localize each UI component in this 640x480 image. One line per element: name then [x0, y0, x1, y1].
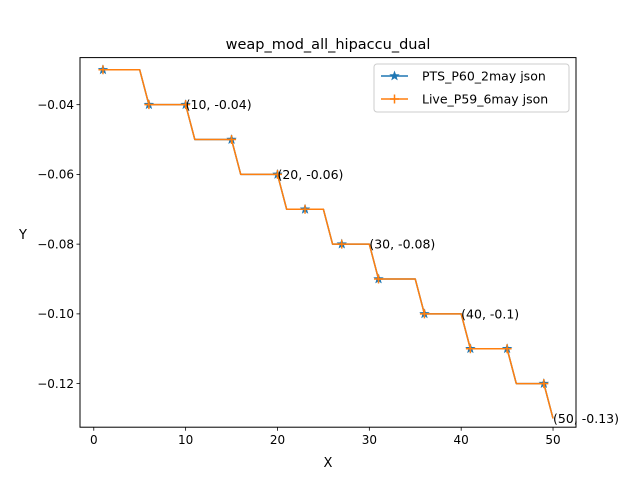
y-tick-label: −0.04: [37, 98, 74, 112]
y-axis-label: Y: [18, 228, 27, 243]
series-2-marker: [539, 379, 549, 389]
series-2-marker: [419, 309, 429, 319]
x-tick-label: 40: [454, 433, 469, 447]
series-layer: [97, 64, 554, 419]
legend-label-2: Live_P59_6may json: [422, 92, 548, 107]
y-tick-label: −0.06: [37, 168, 74, 182]
data-annotation: (10, -0.04): [186, 97, 252, 112]
series-2-marker: [374, 274, 384, 284]
annotation-layer: (10, -0.04) (20, -0.06) (30, -0.08) (40, -0…: [186, 97, 619, 426]
legend: PTS_P60_2may json Live_P59_6may json: [373, 63, 570, 113]
y-axis: −0.04 −0.06 −0.08 −0.10 −0.12: [37, 98, 80, 391]
data-annotation: (40, -0.1): [461, 306, 519, 321]
x-axis-label: X: [324, 456, 333, 471]
legend-marker-1: [389, 70, 400, 81]
x-tick-label: 10: [178, 433, 193, 447]
series-2-marker: [300, 204, 310, 214]
series-2-marker: [272, 169, 282, 179]
legend-box: [373, 63, 570, 113]
series-2-marker: [465, 344, 475, 354]
series-2-marker: [181, 100, 191, 110]
x-tick-label: 0: [90, 433, 98, 447]
x-tick-label: 20: [270, 433, 285, 447]
series-2-marker: [502, 344, 512, 354]
y-tick-label: −0.12: [37, 377, 74, 391]
x-tick-label: 30: [362, 433, 377, 447]
series-2-marker: [144, 100, 154, 110]
legend-marker-2: [390, 94, 399, 104]
series-2-marker: [337, 239, 347, 249]
plot-frame: [79, 57, 577, 428]
series-2-marker: [98, 65, 108, 75]
series-2-marker: [227, 135, 237, 145]
x-axis: 0 10 20 30 40 50: [90, 427, 561, 447]
series-line-2: [102, 69, 554, 419]
chart-title: weap_mod_all_hipaccu_dual: [226, 37, 431, 53]
y-tick-label: −0.10: [37, 307, 74, 321]
x-tick-label: 50: [545, 433, 560, 447]
data-annotation: (30, -0.08): [369, 237, 435, 252]
y-tick-label: −0.08: [37, 237, 74, 251]
data-annotation: (20, -0.06): [277, 167, 343, 182]
data-annotation: (50, -0.13): [553, 411, 619, 426]
legend-label-1: PTS_P60_2may json: [422, 69, 546, 84]
